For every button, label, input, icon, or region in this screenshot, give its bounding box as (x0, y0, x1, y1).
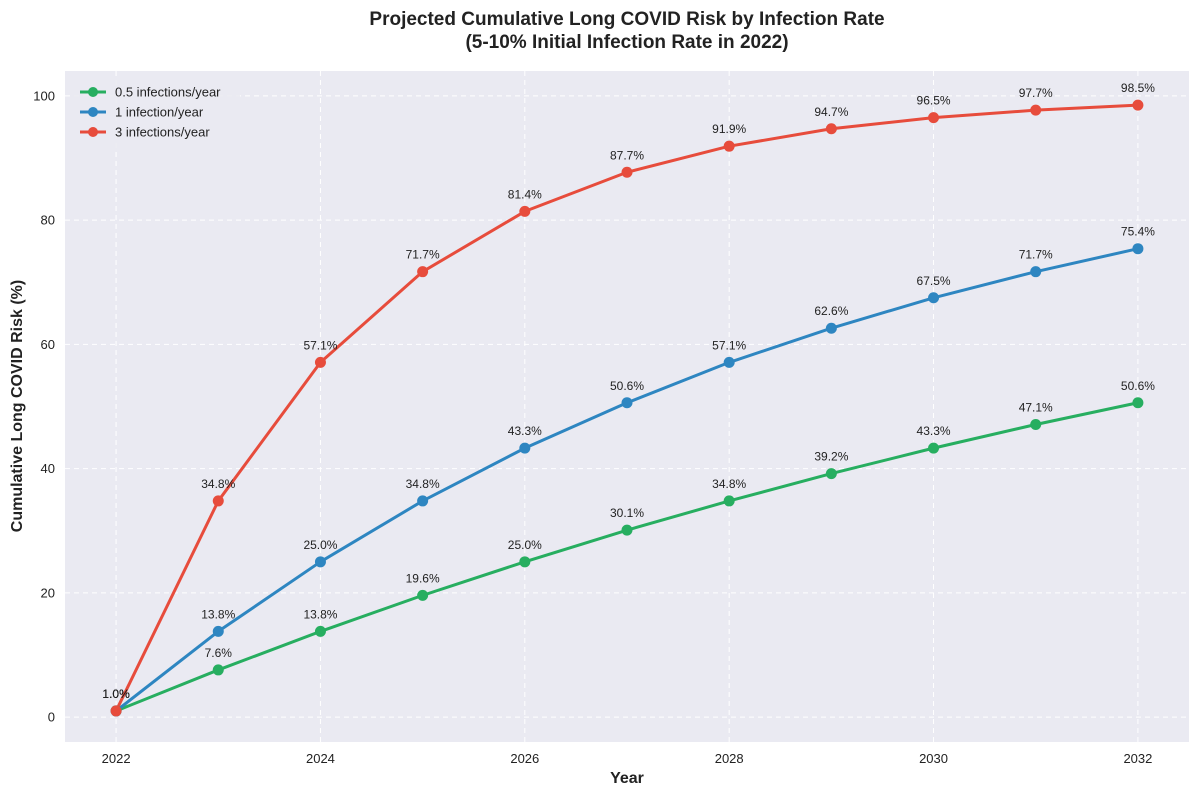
data-point-2 (314, 356, 326, 368)
data-point-2 (519, 205, 531, 217)
data-label-0: 43.3% (917, 424, 951, 438)
data-point-0 (417, 589, 429, 601)
data-label-2: 91.9% (712, 122, 746, 136)
data-point-0 (621, 524, 633, 536)
data-label-1: 43.3% (508, 424, 542, 438)
y-tick-label: 20 (41, 585, 55, 600)
legend-marker-1 (88, 107, 98, 117)
data-point-2 (825, 123, 837, 135)
data-label-1: 75.4% (1121, 225, 1155, 239)
data-label-1: 13.8% (201, 607, 235, 621)
chart-title-line2: (5-10% Initial Infection Rate in 2022) (465, 32, 788, 53)
data-label-1: 67.5% (917, 274, 951, 288)
data-point-2 (212, 495, 224, 507)
data-point-1 (621, 397, 633, 409)
legend-marker-2 (88, 127, 98, 137)
data-point-1 (825, 322, 837, 334)
data-label-2: 34.8% (201, 477, 235, 491)
legend-label-1: 1 infection/year (115, 105, 204, 120)
x-tick-label: 2026 (510, 751, 539, 766)
y-tick-label: 80 (41, 213, 55, 228)
legend-label-0: 0.5 infections/year (115, 85, 221, 100)
y-tick-label: 100 (33, 88, 55, 103)
data-label-0: 50.6% (1121, 379, 1155, 393)
data-point-2 (1132, 99, 1144, 111)
data-label-0: 19.6% (406, 571, 440, 585)
data-point-0 (1132, 397, 1144, 409)
legend: 0.5 infections/year 1 infection/year 3 inf… (72, 78, 240, 148)
data-label-2: 97.7% (1019, 86, 1053, 100)
data-label-2: 98.5% (1121, 81, 1155, 95)
data-point-1 (928, 292, 940, 304)
data-label-0: 25.0% (508, 538, 542, 552)
data-label-2: 87.7% (610, 148, 644, 162)
data-point-2 (621, 166, 633, 178)
data-point-0 (314, 625, 326, 637)
data-point-0 (723, 495, 735, 507)
axis-ticks: 0 20 40 60 80 100 2022 2024 2026 2028 2030 2032 (33, 88, 1152, 766)
data-label-2: 1.0% (102, 687, 130, 701)
data-label-0: 30.1% (610, 506, 644, 520)
x-axis-label: Year (610, 770, 644, 787)
data-point-1 (212, 625, 224, 637)
data-label-0: 47.1% (1019, 401, 1053, 415)
data-point-2 (928, 112, 940, 124)
data-label-0: 39.2% (814, 450, 848, 464)
data-point-2 (110, 705, 122, 717)
data-label-1: 1.0% (102, 687, 130, 701)
x-tick-label: 2030 (919, 751, 948, 766)
data-point-1 (1132, 243, 1144, 255)
data-label-1: 57.1% (712, 338, 746, 352)
y-tick-label: 0 (48, 710, 55, 725)
data-point-0 (519, 556, 531, 568)
y-tick-label: 60 (41, 337, 55, 352)
legend-background (72, 78, 240, 148)
data-label-0: 34.8% (712, 477, 746, 491)
data-point-2 (1030, 104, 1042, 116)
data-point-2 (723, 140, 735, 152)
data-label-1: 50.6% (610, 379, 644, 393)
data-point-1 (314, 556, 326, 568)
chart-title-line1: Projected Cumulative Long COVID Risk by … (369, 9, 884, 30)
data-label-0: 13.8% (303, 607, 337, 621)
data-point-1 (723, 356, 735, 368)
data-label-1: 71.7% (1019, 248, 1053, 262)
data-point-0 (825, 468, 837, 480)
data-point-0 (928, 442, 940, 454)
data-label-1: 62.6% (814, 304, 848, 318)
data-label-2: 96.5% (917, 94, 951, 108)
data-label-0: 7.6% (205, 646, 233, 660)
data-label-2: 71.7% (406, 248, 440, 262)
x-tick-label: 2032 (1123, 751, 1152, 766)
data-label-2: 57.1% (303, 338, 337, 352)
y-axis-label: Cumulative Long COVID Risk (%) (9, 280, 26, 532)
data-points (110, 99, 1144, 717)
x-tick-label: 2028 (715, 751, 744, 766)
data-label-2: 81.4% (508, 187, 542, 201)
legend-label-2: 3 infections/year (115, 125, 210, 140)
y-tick-label: 40 (41, 461, 55, 476)
data-labels: 1.0% 7.6% 13.8% 19.6% 25.0% 30.1% 34.8% 39.2% 43… (102, 81, 1155, 701)
data-point-1 (1030, 266, 1042, 278)
x-tick-label: 2024 (306, 751, 335, 766)
data-point-0 (1030, 419, 1042, 431)
data-label-1: 25.0% (303, 538, 337, 552)
data-point-0 (212, 664, 224, 676)
data-label-1: 34.8% (406, 477, 440, 491)
data-label-0: 1.0% (102, 687, 130, 701)
data-point-1 (417, 495, 429, 507)
legend-marker-0 (88, 87, 98, 97)
x-tick-label: 2022 (102, 751, 131, 766)
data-label-2: 94.7% (814, 105, 848, 119)
data-point-1 (519, 442, 531, 454)
data-point-2 (417, 266, 429, 278)
